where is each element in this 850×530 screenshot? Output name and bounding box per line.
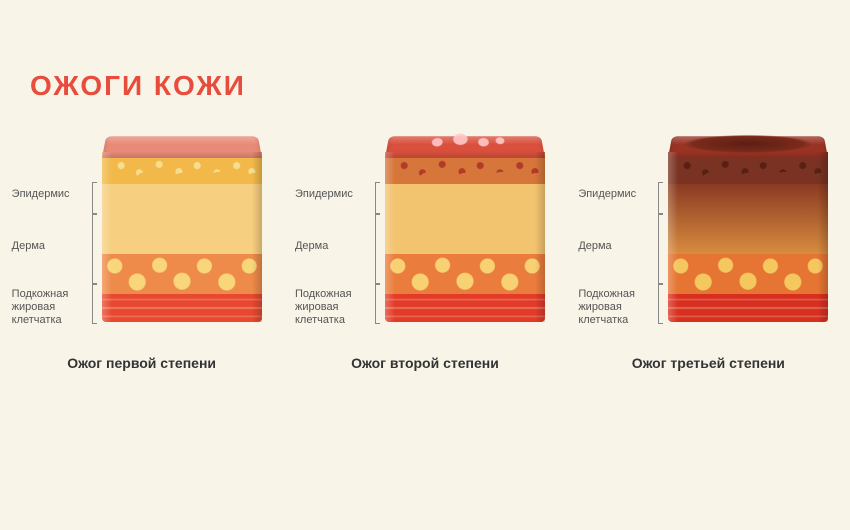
label-epidermis: Эпидермис	[295, 188, 373, 201]
label-fat: Подкожная жировая клетчатка	[12, 288, 90, 328]
fat-cells	[102, 254, 262, 294]
highlight-left	[668, 152, 678, 322]
bracket-dermis	[658, 214, 663, 284]
highlight-left	[385, 152, 395, 322]
label-dermis: Дерма	[295, 240, 373, 253]
layer-dermis	[385, 184, 545, 254]
bracket-fat	[375, 284, 380, 324]
layer-fat	[385, 254, 545, 294]
fat-cells	[668, 254, 828, 294]
layer-muscle	[668, 294, 828, 322]
layer-dermis	[102, 184, 262, 254]
page-title: ОЖОГИ КОЖИ	[30, 70, 246, 102]
label-epidermis: Эпидермис	[578, 188, 656, 201]
label-fat: Подкожная жировая клетчатка	[295, 288, 373, 328]
layer-surface	[385, 136, 545, 158]
layer-surface	[102, 136, 262, 158]
bracket-epidermis	[375, 182, 380, 214]
burn-crater	[682, 135, 815, 153]
highlight-left	[102, 152, 112, 322]
skin-block-second	[385, 130, 545, 330]
caption-third: Ожог третьей степени	[578, 355, 838, 371]
shadow-right	[818, 152, 828, 322]
label-fat: Подкожная жировая клетчатка	[578, 288, 656, 328]
label-epidermis: Эпидермис	[12, 188, 90, 201]
label-dermis: Дерма	[578, 240, 656, 253]
bracket-dermis	[375, 214, 380, 284]
shadow-right	[535, 152, 545, 322]
layer-fat	[668, 254, 828, 294]
shadow-right	[252, 152, 262, 322]
caption-second: Ожог второй степени	[295, 355, 555, 371]
skin-block-first	[102, 130, 262, 330]
fat-cells	[385, 254, 545, 294]
bracket-dermis	[92, 214, 97, 284]
layer-muscle	[385, 294, 545, 322]
caption-first: Ожог первой степени	[12, 355, 272, 371]
layer-surface	[668, 136, 828, 158]
layer-muscle	[102, 294, 262, 322]
skin-block-third	[668, 130, 828, 330]
bracket-epidermis	[658, 182, 663, 214]
layer-dermis	[668, 184, 828, 254]
label-dermis: Дерма	[12, 240, 90, 253]
bracket-epidermis	[92, 182, 97, 214]
epidermis-cells	[672, 156, 824, 180]
blisters	[418, 132, 511, 147]
epidermis-cells	[106, 156, 258, 180]
epidermis-cells	[389, 156, 541, 180]
layer-fat	[102, 254, 262, 294]
bracket-fat	[658, 284, 663, 324]
bracket-fat	[92, 284, 97, 324]
